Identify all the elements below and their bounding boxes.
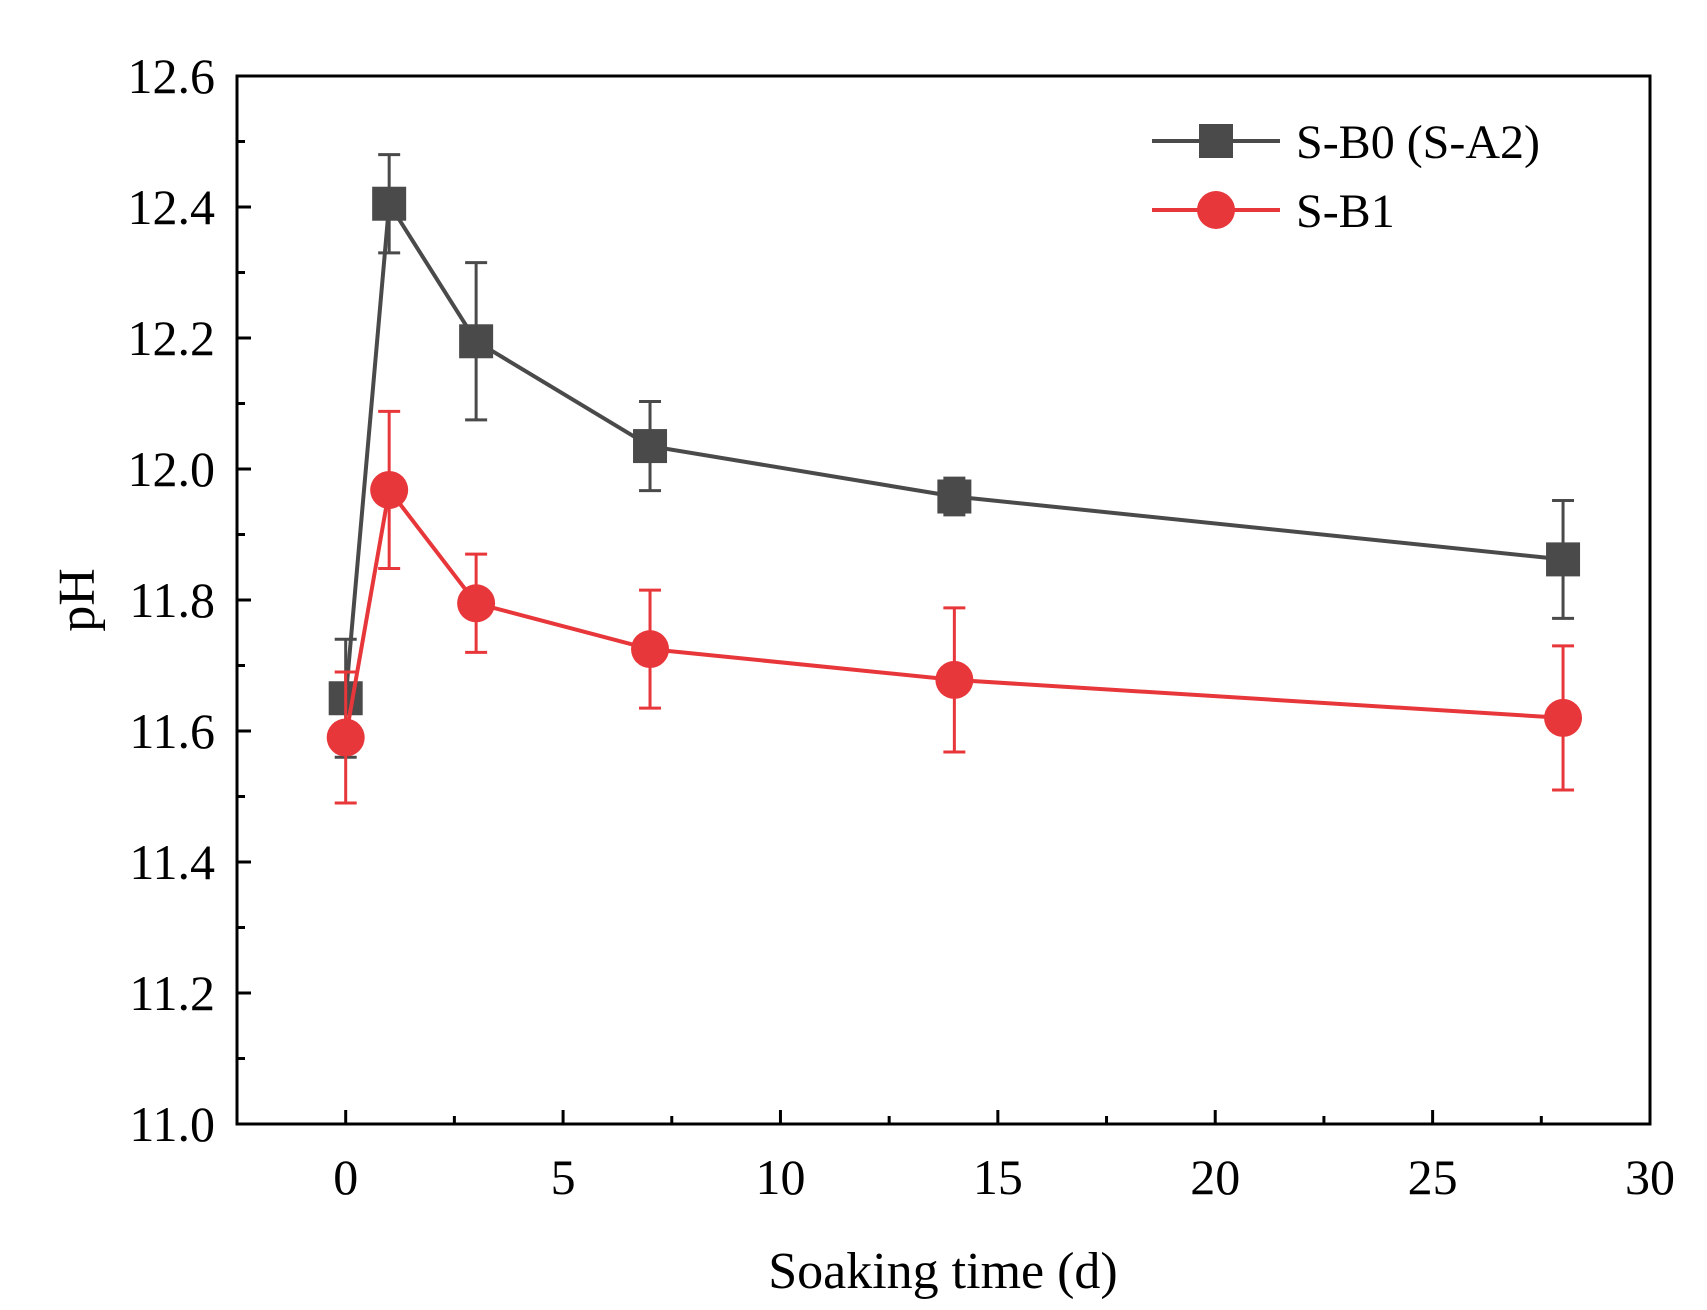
x-tick-label: 20 bbox=[1190, 1149, 1240, 1205]
series-1-point bbox=[1546, 542, 1581, 577]
series-layer bbox=[326, 153, 1583, 805]
x-tick-label: 10 bbox=[755, 1149, 805, 1205]
y-tick-label: 11.6 bbox=[129, 703, 215, 759]
y-tick-label: 12.2 bbox=[128, 310, 216, 366]
y-tick-label: 12.6 bbox=[128, 48, 216, 104]
x-tick-label: 0 bbox=[333, 1149, 358, 1205]
series-2-point bbox=[326, 718, 365, 757]
series-2-line bbox=[343, 485, 1564, 738]
x-tick-label: 30 bbox=[1625, 1149, 1675, 1205]
y-tick-label: 11.8 bbox=[129, 572, 215, 628]
series-2-point bbox=[935, 660, 974, 699]
series-2-point bbox=[457, 584, 496, 623]
y-tick-label: 12.4 bbox=[128, 179, 216, 235]
y-tick-label: 11.0 bbox=[129, 1096, 215, 1152]
y-axis-title: pH bbox=[49, 568, 106, 632]
series-2-point bbox=[631, 630, 670, 669]
series-1-point bbox=[459, 324, 494, 359]
y-tick-label: 11.4 bbox=[129, 834, 215, 890]
series-1-line bbox=[343, 197, 1564, 699]
legend-entry-1-label: S-B0 (S-A2) bbox=[1296, 116, 1540, 169]
y-tick-label: 12.0 bbox=[128, 441, 216, 497]
x-tick-label: 5 bbox=[551, 1149, 576, 1205]
legend-entry-2-label: S-B1 bbox=[1296, 185, 1395, 238]
legend-entry-2-marker bbox=[1197, 191, 1235, 229]
series-1-point bbox=[633, 429, 668, 464]
axes-layer: 0 5 10 15 20 25 30 11.0 11.2 11.4 11.6 11.8 12.0 12.2… bbox=[128, 48, 1676, 1205]
plot-area-frame bbox=[235, 74, 1652, 1126]
series-1-point bbox=[372, 186, 407, 221]
x-tick-label: 25 bbox=[1408, 1149, 1458, 1205]
series-2-point bbox=[370, 470, 409, 509]
x-axis-title: Soaking time (d) bbox=[768, 1243, 1118, 1300]
legend-entry-1-marker bbox=[1199, 124, 1233, 158]
x-tick-label: 15 bbox=[973, 1149, 1023, 1205]
y-tick-label: 11.2 bbox=[129, 965, 215, 1021]
legend: S-B0 (S-A2) S-B1 bbox=[1152, 116, 1540, 238]
series-1-point bbox=[937, 479, 972, 514]
series-2-point bbox=[1544, 698, 1583, 737]
